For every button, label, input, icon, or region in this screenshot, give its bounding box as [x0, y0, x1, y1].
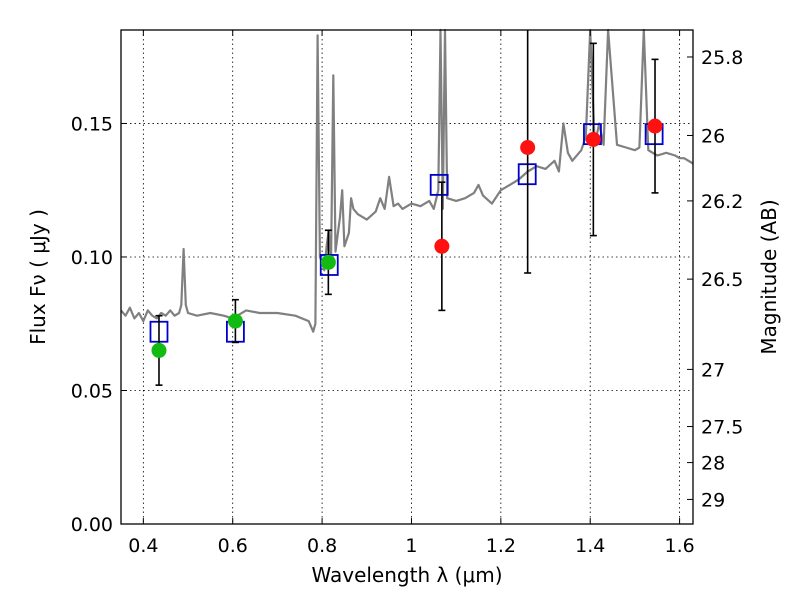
grid [121, 30, 693, 524]
y-tick-label: 0.15 [71, 113, 113, 135]
model-photometry-marker [429, 173, 449, 196]
y2-tick-label: 28 [701, 453, 725, 475]
y-tick-label: 0.00 [71, 514, 113, 536]
x-tick-label: 0.4 [128, 535, 158, 557]
y2-tick-label: 26.5 [701, 269, 743, 291]
x-tick-label: 1.4 [575, 535, 605, 557]
y-tick-label: 0.05 [71, 380, 113, 402]
y2-axis-label: Magnitude (AB) [757, 199, 781, 354]
x-tick-label: 1.2 [486, 535, 516, 557]
y2-tick-label: 27.5 [701, 417, 743, 439]
x-tick-label: 1.6 [664, 535, 694, 557]
y2-tick-label: 27 [701, 359, 725, 381]
y-axis-label: Flux Fν ( μJy ) [26, 209, 50, 345]
plot-series [120, 28, 694, 386]
y2-tick-label: 26.2 [701, 191, 743, 213]
photometry-point [320, 254, 336, 270]
y-tick-label: 0.10 [71, 247, 113, 269]
axis-ticks: 0.4 0.6 0.8 1 1.2 1.4 1.6 0.00 0.05 0.10 0.15 25.8 2… [71, 30, 743, 557]
photometry-point [520, 139, 536, 155]
spectrum-line [120, 28, 694, 333]
photometry-point [227, 313, 243, 329]
y2-tick-label: 26 [701, 125, 725, 147]
photometry-point [151, 342, 167, 358]
x-tick-label: 1 [405, 535, 417, 557]
y2-tick-label: 25.8 [701, 47, 743, 69]
x-tick-label: 0.8 [307, 535, 337, 557]
x-tick-label: 0.6 [218, 535, 248, 557]
photometry-point [647, 118, 663, 134]
y2-tick-label: 29 [701, 489, 725, 511]
x-axis-label: Wavelength λ (μm) [311, 563, 502, 587]
photometry-point [434, 238, 450, 254]
plot-frame [120, 29, 694, 525]
photometry-point [585, 131, 601, 147]
